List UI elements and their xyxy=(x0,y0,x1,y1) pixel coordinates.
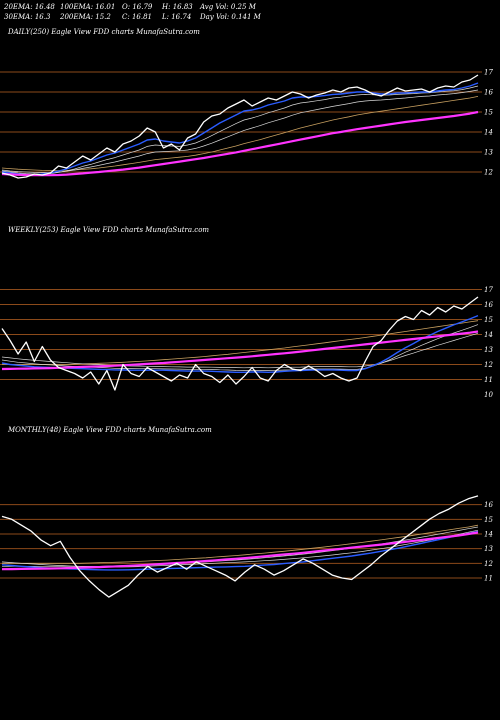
y-tick-label: 17 xyxy=(484,286,493,294)
ema20-line xyxy=(1,82,479,176)
y-tick-label: 13 xyxy=(484,545,493,553)
close-stat: C: 16.81 xyxy=(122,13,152,21)
price-line xyxy=(1,296,479,391)
y-tick-label: 11 xyxy=(484,376,493,384)
y-tick-label: 14 xyxy=(484,129,493,137)
ema20-line xyxy=(1,314,479,373)
y-tick-label: 16 xyxy=(484,301,493,309)
ema200-line xyxy=(1,110,479,177)
ema100-line xyxy=(1,96,479,172)
ema50-line xyxy=(1,332,479,369)
price-line xyxy=(1,495,479,598)
y-tick-label: 15 xyxy=(484,316,493,324)
y-tick-label: 12 xyxy=(484,169,493,177)
ema30-line xyxy=(1,85,479,175)
y-tick-label: 14 xyxy=(484,331,493,339)
ema200-stat: 200EMA: 15.2 xyxy=(60,13,111,21)
high-stat: H: 16.83 xyxy=(162,3,193,11)
open-stat: O: 16.79 xyxy=(122,3,153,11)
ema30-line xyxy=(1,529,479,568)
y-tick-label: 16 xyxy=(484,501,493,509)
daily-panel-label: DAILY(250) Eagle View FDD charts MunafaS… xyxy=(8,28,200,36)
y-tick-label: 16 xyxy=(484,89,493,97)
y-tick-label: 15 xyxy=(484,109,493,117)
y-tick-label: 14 xyxy=(484,531,493,539)
y-tick-label: 11 xyxy=(484,575,493,583)
ema20-stat: 20EMA: 16.48 xyxy=(4,3,55,11)
day-vol-stat: Day Vol: 0.141 M xyxy=(200,13,261,21)
monthly-panel-label: MONTHLY(48) Eagle View FDD charts Munafa… xyxy=(8,426,212,434)
ema20-line xyxy=(1,530,479,571)
y-tick-label: 12 xyxy=(484,361,493,369)
y-tick-label: 10 xyxy=(484,391,493,399)
avg-vol-stat: Avg Vol: 0.25 M xyxy=(200,3,256,11)
ema200-line xyxy=(1,330,479,371)
price-line xyxy=(1,74,479,179)
y-tick-label: 13 xyxy=(484,149,493,157)
y-tick-label: 12 xyxy=(484,560,493,568)
weekly-panel-label: WEEKLY(253) Eagle View FDD charts Munafa… xyxy=(8,226,210,234)
ema30-stat: 30EMA: 16.3 xyxy=(4,13,51,21)
ema100-line xyxy=(2,524,479,564)
y-tick-label: 15 xyxy=(484,516,493,524)
ema50-line xyxy=(1,89,479,173)
low-stat: L: 16.74 xyxy=(162,13,192,21)
y-tick-label: 17 xyxy=(484,69,493,77)
ema100-stat: 100EMA: 16.01 xyxy=(60,3,116,11)
y-tick-label: 13 xyxy=(484,346,493,354)
